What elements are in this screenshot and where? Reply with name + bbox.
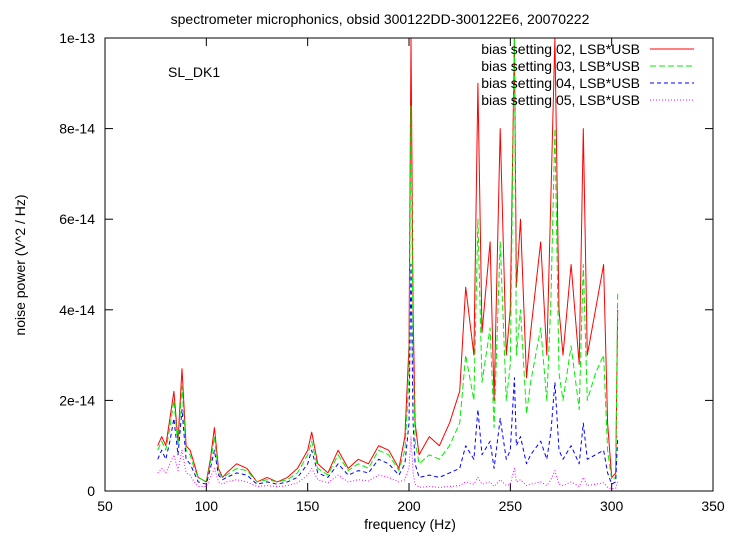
legend-label: bias setting 02, LSB*USB: [481, 41, 640, 57]
x-axis-label: frequency (Hz): [364, 516, 456, 532]
x-tick-label: 150: [296, 498, 320, 514]
axis-ticks: 50 100 150 200 250 300 350 0 2e-14 4e-14 6e-14 8e-1…: [59, 30, 725, 514]
y-tick-label: 8e-14: [59, 121, 95, 137]
annotation-label: SL_DK1: [168, 64, 220, 80]
legend-label: bias setting 05, LSB*USB: [481, 92, 640, 108]
series-line-2: [157, 37, 619, 483]
y-tick-label: 0: [87, 483, 95, 499]
y-axis-label: noise power (V^2 / Hz): [12, 194, 28, 335]
y-tick-label: 6e-14: [59, 211, 95, 227]
legend-label: bias setting 03, LSB*USB: [481, 58, 640, 74]
x-tick-label: 300: [600, 498, 624, 514]
y-tick-label: 4e-14: [59, 302, 95, 318]
x-tick-label: 100: [195, 498, 219, 514]
x-tick-label: 250: [499, 498, 523, 514]
x-tick-label: 200: [397, 498, 421, 514]
chart-title: spectrometer microphonics, obsid 300122D…: [171, 11, 590, 27]
series-line-4: [157, 436, 619, 490]
x-tick-label: 350: [701, 498, 725, 514]
legend-label: bias setting 04, LSB*USB: [481, 75, 640, 91]
y-tick-label: 2e-14: [59, 392, 95, 408]
x-tick-label: 50: [97, 498, 113, 514]
plot-frame: [104, 37, 714, 492]
series-line-3: [157, 264, 619, 485]
y-tick-label: 1e-13: [59, 30, 95, 46]
